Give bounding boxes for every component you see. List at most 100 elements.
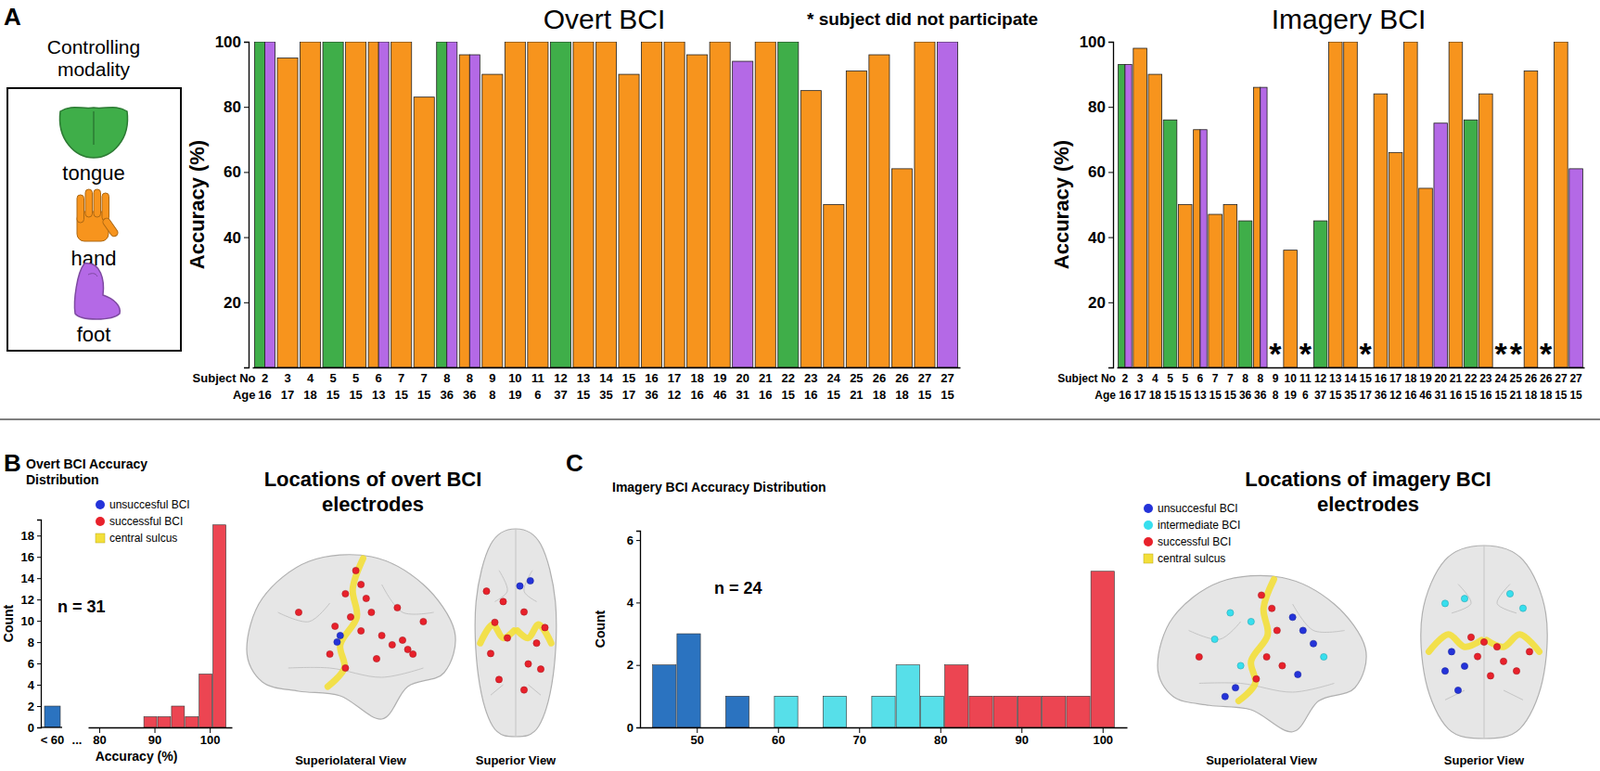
tick-label: 12 bbox=[1389, 388, 1403, 402]
tick-mark bbox=[37, 620, 41, 622]
bar bbox=[709, 41, 730, 368]
bar bbox=[725, 695, 749, 728]
bar bbox=[1419, 188, 1434, 368]
tick-label: 18 bbox=[1524, 388, 1538, 402]
electrode bbox=[1320, 652, 1328, 660]
missing-marker: * bbox=[1299, 335, 1313, 372]
tick: 70 bbox=[853, 727, 867, 747]
bar bbox=[920, 695, 944, 728]
gyrus bbox=[1503, 690, 1524, 700]
bar bbox=[459, 54, 470, 368]
bar bbox=[1253, 87, 1260, 368]
histogram: < 60...0246810121416188090100Accuracy (%… bbox=[0, 456, 233, 764]
bar bbox=[171, 705, 185, 728]
tick-label: 80 bbox=[223, 98, 242, 116]
electrode bbox=[1299, 627, 1306, 634]
chart-title: Overt BCI bbox=[543, 3, 666, 35]
bar bbox=[1017, 695, 1041, 728]
electrode bbox=[1454, 686, 1461, 693]
tick-label: 24 bbox=[827, 371, 842, 385]
tick-label: 27 bbox=[1569, 371, 1583, 385]
tick-mark bbox=[940, 727, 942, 733]
tick-label: 2 bbox=[627, 657, 634, 672]
axis: 20406080100 bbox=[1079, 33, 1114, 369]
bar bbox=[1260, 87, 1268, 368]
electrode bbox=[346, 613, 354, 620]
tick-label: 5 bbox=[329, 371, 336, 385]
tick-label: 16 bbox=[758, 387, 772, 402]
electrode bbox=[336, 631, 344, 639]
tick-label: 4 bbox=[1152, 371, 1159, 385]
tick: 27 bbox=[1554, 371, 1568, 385]
legend-swatch bbox=[95, 499, 105, 510]
tick-label: 26 bbox=[872, 371, 886, 385]
tick: 9 bbox=[1272, 371, 1280, 385]
tick-label: 13 bbox=[371, 387, 385, 402]
bar bbox=[1329, 41, 1344, 368]
electrode bbox=[495, 676, 502, 683]
legend-swatch bbox=[1143, 553, 1153, 564]
bar bbox=[264, 41, 275, 368]
axis-title: Accuracy (%) bbox=[185, 140, 209, 269]
bar bbox=[641, 41, 663, 368]
tick-label: 18 bbox=[1539, 388, 1553, 402]
bar bbox=[1283, 250, 1298, 368]
gyrus bbox=[288, 666, 424, 678]
tick-label: 4 bbox=[627, 595, 635, 610]
axis: 024681012141618 bbox=[21, 520, 42, 735]
bar bbox=[1118, 64, 1126, 368]
panel-title: Locations of imagery BCIelectrodes bbox=[1244, 467, 1491, 516]
tick: 12 bbox=[1314, 371, 1328, 385]
electrode bbox=[1512, 667, 1520, 675]
tick-label: 16 bbox=[1374, 371, 1388, 385]
bar bbox=[1554, 41, 1569, 368]
bar bbox=[1238, 220, 1253, 368]
legend-label: successful BCI bbox=[109, 514, 183, 528]
bar bbox=[871, 695, 896, 728]
tick-label: 5 bbox=[352, 371, 359, 385]
bar bbox=[413, 97, 435, 368]
tick-label: 8 bbox=[488, 387, 496, 402]
electrode bbox=[1441, 667, 1448, 675]
tick-mark bbox=[243, 171, 249, 173]
tick-label: 7 bbox=[1227, 371, 1234, 385]
tick-mark bbox=[636, 539, 640, 541]
tick-label: 16 bbox=[804, 387, 818, 402]
bar bbox=[1133, 48, 1148, 368]
tick: 16 bbox=[21, 550, 41, 564]
tick-label: 19 bbox=[1283, 388, 1297, 402]
legend-frame bbox=[7, 88, 181, 351]
brain bbox=[1420, 545, 1548, 739]
electrode bbox=[294, 608, 302, 615]
gyrus bbox=[382, 584, 435, 615]
brain-outline bbox=[1420, 545, 1548, 739]
tick-label: 11 bbox=[531, 371, 545, 385]
bar bbox=[1193, 129, 1201, 368]
tick: 5 bbox=[352, 371, 359, 385]
tick-mark bbox=[243, 106, 249, 108]
tick-label: 10 bbox=[508, 371, 522, 385]
bar bbox=[277, 58, 298, 368]
bar bbox=[254, 41, 265, 368]
electrode bbox=[541, 624, 549, 631]
gyrus bbox=[528, 684, 542, 695]
icon-shape bbox=[102, 192, 110, 221]
tick: 15 bbox=[1359, 371, 1373, 385]
tick-label: 0 bbox=[627, 720, 634, 735]
tick-label: 16 bbox=[1449, 388, 1463, 402]
electrode bbox=[372, 654, 380, 662]
tick-mark bbox=[1108, 302, 1114, 304]
tick-label: 17 bbox=[1133, 388, 1147, 402]
bars bbox=[254, 41, 958, 368]
tick: 27 bbox=[940, 371, 954, 385]
bar bbox=[1223, 204, 1238, 369]
tick-label: 6 bbox=[27, 656, 35, 671]
gyrus bbox=[524, 570, 538, 602]
bar bbox=[969, 695, 993, 728]
tick: 7 bbox=[397, 371, 405, 385]
tick-label: 19 bbox=[508, 387, 522, 402]
panel-title: Locations of overt BCIelectrodes bbox=[264, 467, 483, 516]
tick: 90 bbox=[148, 727, 162, 747]
tick: 24 bbox=[827, 371, 842, 385]
tick: 0 bbox=[627, 720, 640, 735]
